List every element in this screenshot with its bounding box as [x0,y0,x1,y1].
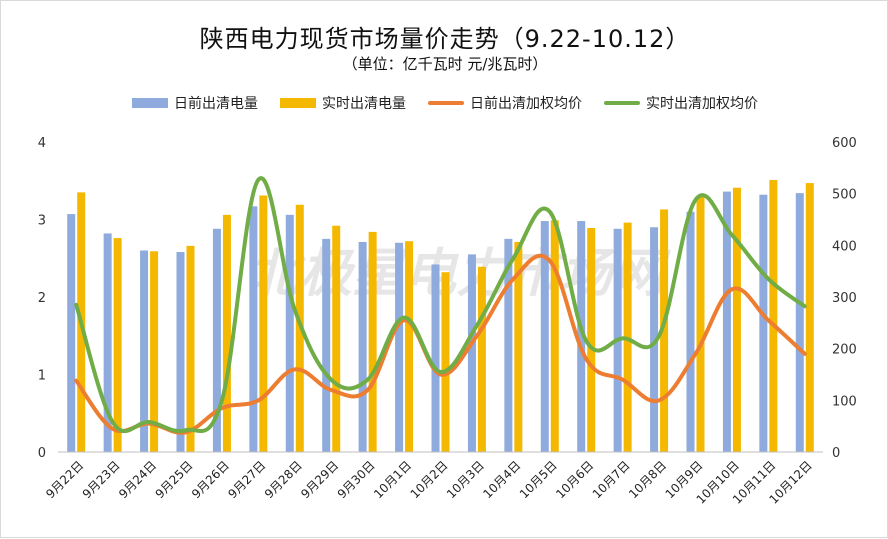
legend-swatch-realtime-price [604,101,640,105]
x-tick-label-15: 10月7日 [590,458,633,501]
x-tick-label-10: 10月2日 [408,458,451,501]
bar-dayahead-16 [650,227,659,452]
bar-dayahead-13 [540,221,549,452]
bar-realtime-16 [660,209,669,452]
legend: 日前出清电量 实时出清电量 日前出清加权均价 实时出清加权均价 [1,93,888,113]
chart-subtitle: （单位：亿千瓦时 元/兆瓦时） [342,55,548,73]
y-left-tick-0: 0 [38,446,46,461]
line-layer [74,176,807,435]
y-right-tick-0: 0 [832,446,840,461]
y-left-tick-3: 3 [38,214,46,229]
bar-realtime-4 [222,214,231,452]
bar-realtime-11 [477,266,486,452]
line-realtime-price [74,176,807,434]
x-tick-label-1: 9月23日 [80,458,123,501]
x-tick-label-3: 9月25日 [153,458,196,501]
x-tick-label-13: 10月5日 [517,458,560,501]
legend-label-dayahead-volume: 日前出清电量 [174,96,258,112]
y-right-tick-400: 400 [832,239,857,254]
legend-swatch-dayahead-price [428,101,464,105]
line-dayahead-price [74,253,807,435]
legend-label-realtime-price: 实时出清加权均价 [646,96,758,112]
bar-realtime-10 [441,272,450,452]
x-tick-label-7: 9月29日 [298,458,341,501]
y-left-tick-2: 2 [38,291,46,306]
bar-realtime-2 [150,251,159,452]
x-tick-label-11: 10月3日 [444,458,487,501]
bar-realtime-20 [805,183,814,452]
bar-dayahead-12 [504,238,513,452]
bar-realtime-1 [113,238,122,452]
legend-swatch-dayahead-volume [132,98,168,108]
bar-realtime-12 [514,241,523,452]
bar-realtime-5 [259,195,268,452]
bar-dayahead-4 [212,228,221,452]
x-tick-label-4: 9月26日 [189,458,232,501]
bar-realtime-19 [769,179,778,452]
y-right-tick-500: 500 [832,188,857,203]
x-tick-label-0: 9月22日 [43,458,86,501]
bar-realtime-14 [587,228,596,452]
bar-dayahead-14 [577,221,586,452]
bar-dayahead-1 [103,233,112,452]
bar-realtime-8 [368,231,377,452]
bar-dayahead-20 [795,193,804,452]
bar-dayahead-9 [395,242,404,452]
bar-realtime-3 [186,245,195,452]
x-tick-label-6: 9月28日 [262,458,305,501]
watermark-text: 北极星电力市场网 [248,244,671,304]
x-tick-label-16: 10月8日 [626,458,669,501]
y-left-tick-4: 4 [38,136,46,151]
x-tick-label-12: 10月4日 [480,458,523,501]
bar-dayahead-5 [249,206,258,452]
bar-realtime-17 [696,196,705,452]
bar-realtime-18 [732,187,741,452]
bar-dayahead-3 [176,252,185,452]
x-tick-label-9: 10月1日 [371,458,414,501]
x-tick-label-2: 9月24日 [116,458,159,501]
legend-swatch-realtime-volume [280,98,316,108]
legend-label-dayahead-price: 日前出清加权均价 [470,96,582,112]
y-right-tick-100: 100 [832,394,857,409]
bar-dayahead-11 [467,254,476,452]
y-right-tick-200: 200 [832,343,857,358]
y-right-tick-300: 300 [832,291,857,306]
x-tick-label-8: 9月30日 [335,458,378,501]
legend-item-dayahead-volume: 日前出清电量 [132,93,258,113]
legend-item-dayahead-price: 日前出清加权均价 [428,93,582,113]
bar-realtime-7 [332,225,341,452]
bar-layer [67,179,814,452]
y-left-tick-1: 1 [38,369,46,384]
bar-dayahead-19 [759,194,768,452]
legend-item-realtime-volume: 实时出清电量 [280,93,406,113]
bar-dayahead-18 [722,191,731,452]
bar-dayahead-17 [686,211,695,452]
x-tick-label-5: 9月27日 [225,458,268,501]
bar-dayahead-2 [140,250,149,452]
bar-realtime-9 [405,241,414,452]
y-right-tick-600: 600 [832,136,857,151]
bar-dayahead-0 [67,214,76,452]
x-tick-label-14: 10月6日 [553,458,596,501]
legend-item-realtime-price: 实时出清加权均价 [604,93,758,113]
bar-dayahead-8 [358,241,367,452]
bar-dayahead-6 [285,214,294,452]
bar-realtime-13 [550,220,559,452]
legend-label-realtime-volume: 实时出清电量 [322,96,406,112]
bar-dayahead-7 [322,238,331,452]
chart-title: 陕西电力现货市场量价走势（9.22-10.12） [199,25,691,53]
bar-dayahead-10 [431,264,440,452]
